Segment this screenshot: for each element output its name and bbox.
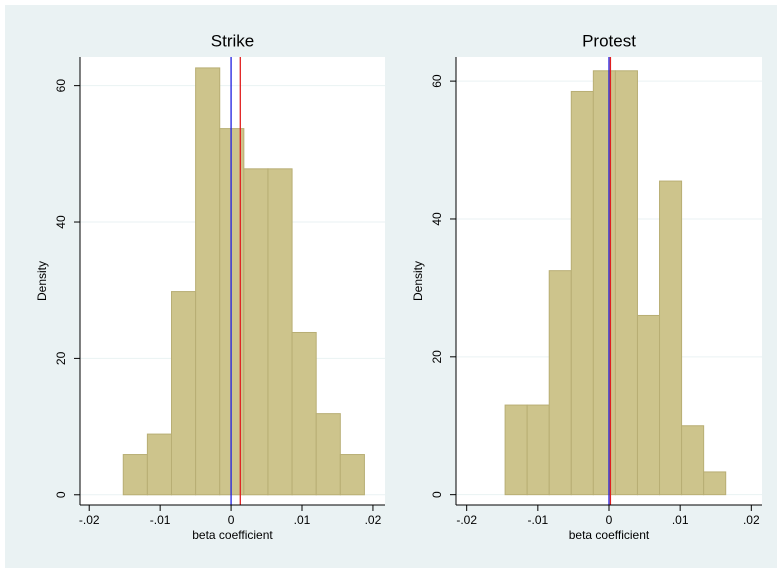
chart-title: Strike [211, 31, 254, 50]
x-tick-label: .02 [365, 513, 382, 527]
bar [548, 270, 572, 496]
bar [291, 331, 317, 496]
x-tick-label: .01 [672, 513, 689, 527]
y-tick-label: 40 [430, 212, 444, 226]
x-tick-label: 0 [606, 513, 613, 527]
x-axis-label: beta coefficient [192, 528, 273, 542]
x-tick-label: -.01 [527, 513, 548, 527]
bar [659, 180, 683, 496]
y-tick-label: 60 [54, 79, 68, 93]
x-tick-label: .01 [294, 513, 311, 527]
x-tick-label: -.01 [150, 513, 171, 527]
bar [315, 413, 341, 496]
bar [122, 454, 148, 496]
y-axis-label: Density [35, 261, 49, 301]
bar [526, 404, 550, 496]
bar [171, 291, 197, 496]
bar [504, 404, 528, 496]
bar [681, 425, 705, 496]
x-tick-label: .02 [743, 513, 760, 527]
x-tick-label: -.02 [79, 513, 100, 527]
y-tick-label: 40 [54, 215, 68, 229]
y-tick-label: 0 [54, 491, 68, 498]
x-tick-label: -.02 [456, 513, 477, 527]
bar [146, 433, 173, 496]
y-axis-label: Density [411, 261, 425, 301]
bar [703, 471, 727, 496]
bar [570, 90, 594, 496]
bar [636, 314, 661, 496]
y-tick-label: 20 [430, 350, 444, 364]
bar [339, 454, 365, 496]
x-tick-label: 0 [228, 513, 235, 527]
y-tick-label: 0 [430, 491, 444, 498]
bar [243, 168, 269, 496]
y-tick-label: 60 [430, 74, 444, 88]
bar [267, 168, 293, 496]
y-tick-label: 20 [54, 351, 68, 365]
bar [592, 70, 616, 496]
x-axis-label: beta coefficient [569, 528, 650, 542]
bar [614, 70, 638, 496]
chart-title: Protest [582, 31, 636, 50]
bar [195, 67, 221, 496]
